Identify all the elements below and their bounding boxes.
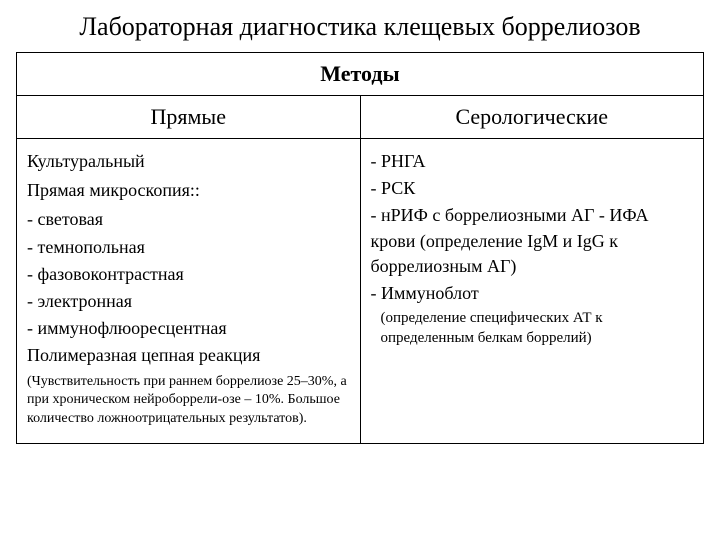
right-item: - Иммуноблот <box>371 281 694 306</box>
right-item: - нРИФ с боррелиозными АГ - ИФА крови (о… <box>371 203 694 279</box>
left-item: - электронная <box>27 289 350 314</box>
methods-table: Методы Прямые Серологические Культуральн… <box>16 52 704 444</box>
left-item: - световая <box>27 207 350 232</box>
table-header-row: Методы <box>17 53 703 96</box>
table-subheader-row: Прямые Серологические <box>17 96 703 139</box>
page-title: Лабораторная диагностика клещевых боррел… <box>16 12 704 42</box>
left-item: - фазовоконтрастная <box>27 262 350 287</box>
right-item: - РСК <box>371 176 694 201</box>
left-line: Культуральный <box>27 149 350 174</box>
right-body-cell: - РНГА - РСК - нРИФ с боррелиозными АГ -… <box>361 139 704 443</box>
table-header: Методы <box>17 53 703 95</box>
subheader-left: Прямые <box>17 96 361 138</box>
left-line: Прямая микроскопия:: <box>27 178 350 203</box>
left-item: - темнопольная <box>27 235 350 260</box>
left-item: - иммунофлюоресцентная <box>27 316 350 341</box>
table-body-row: Культуральный Прямая микроскопия:: - све… <box>17 139 703 443</box>
subheader-right: Серологические <box>361 96 704 138</box>
right-item: - РНГА <box>371 149 694 174</box>
left-note: (Чувствительность при раннем боррелиозе … <box>27 373 350 430</box>
left-line: Полимеразная цепная реакция <box>27 343 350 368</box>
right-note: определенным белкам боррелий) <box>371 328 694 348</box>
left-body-cell: Культуральный Прямая микроскопия:: - све… <box>17 139 361 443</box>
right-note: (определение специфических АТ к <box>371 308 694 328</box>
